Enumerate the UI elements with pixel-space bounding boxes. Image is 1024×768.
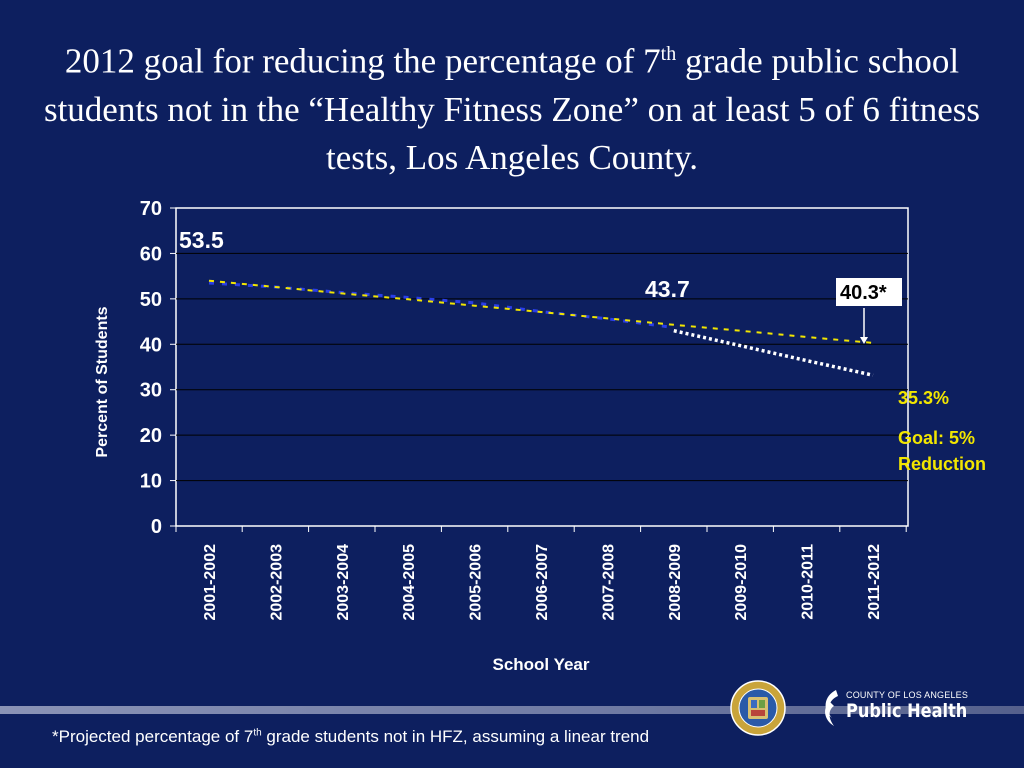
slide-title: 2012 goal for reducing the percentage of… (30, 30, 994, 182)
agency-title: Public Health (846, 700, 968, 722)
x-tick-label: 2006-2007 (534, 544, 551, 621)
projected-arrowhead (860, 337, 868, 344)
x-tick-label: 2011-2012 (866, 544, 883, 620)
y-tick-label: 20 (140, 425, 162, 447)
series-actual-line (208, 281, 674, 329)
y-tick-label: 50 (140, 289, 162, 311)
county-seal-logo (730, 680, 786, 736)
title-text-rest: grade public school students not in the … (43, 41, 981, 177)
line-chart: 0 10 20 30 40 50 60 70 2001-2002 2002-2003 2003-20… (94, 198, 986, 674)
goal-description-label: Goal: 5% Reduction (898, 428, 986, 474)
y-tick-label: 30 (140, 380, 162, 402)
footnote-text: *Projected percentage of 7 (52, 727, 254, 746)
x-axis-title: School Year (492, 655, 589, 674)
x-tick-label: 2001-2002 (202, 544, 219, 621)
series-projection-line (673, 328, 874, 377)
x-tick-label: 2010-2011 (800, 544, 817, 620)
y-tick-label: 0 (151, 516, 162, 538)
footnote-text-rest: grade students not in HFZ, assuming a li… (261, 727, 650, 746)
title-superscript: th (660, 43, 677, 65)
x-tick-label: 2007-2008 (600, 544, 617, 621)
goal-value-label: 35.3% (898, 388, 949, 408)
y-tick-label: 70 (140, 198, 162, 220)
x-tick-label: 2009-2010 (733, 544, 750, 621)
data-label-latest: 43.7 (645, 276, 690, 302)
x-tick-label: 2008-2009 (667, 544, 684, 621)
series-goal-line (208, 279, 874, 344)
footnote: *Projected percentage of 7th grade stude… (52, 727, 649, 747)
agency-subtitle: COUNTY OF LOS ANGELES (846, 690, 969, 700)
y-tick-label: 40 (140, 334, 162, 356)
y-axis-title: Percent of Students (94, 306, 111, 457)
data-label-projected: 40.3* (840, 282, 887, 304)
y-tick-label: 10 (140, 471, 162, 493)
x-tick-label: 2003-2004 (335, 544, 352, 621)
projected-label-box (836, 278, 902, 306)
plot-frame (175, 207, 909, 527)
footnote-superscript: th (253, 727, 262, 739)
x-tick-label: 2002-2003 (268, 544, 285, 621)
title-text: 2012 goal for reducing the percentage of… (64, 41, 661, 81)
footer-divider (0, 706, 1024, 714)
x-tick-label: 2004-2005 (401, 544, 418, 621)
data-label-start: 53.5 (179, 227, 224, 253)
y-tick-label: 60 (140, 243, 162, 265)
x-tick-label: 2005-2006 (468, 544, 485, 621)
public-health-mark-icon (825, 690, 838, 726)
